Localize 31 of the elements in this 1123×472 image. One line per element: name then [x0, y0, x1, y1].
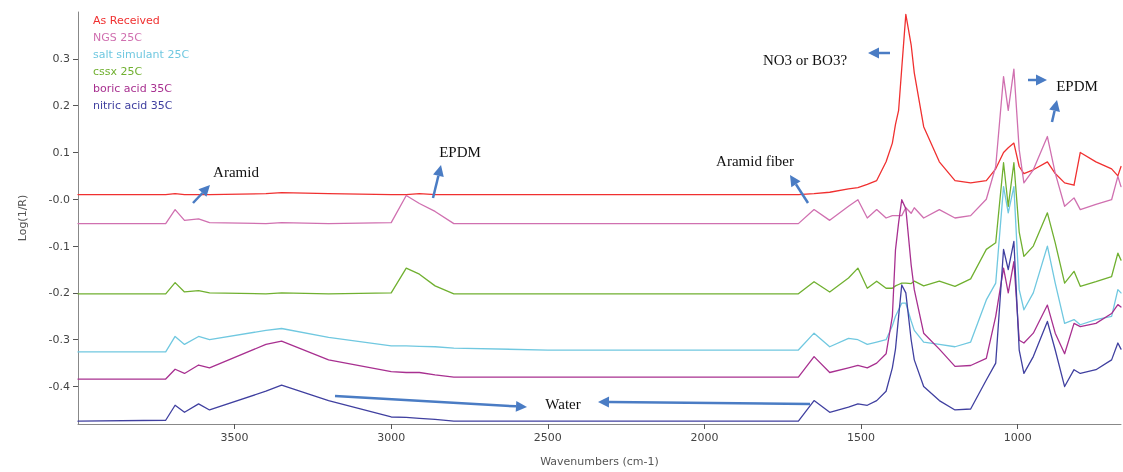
x-tick-label: 1500	[847, 431, 876, 444]
line-series	[77, 68, 1122, 225]
text: NGS 25C	[93, 31, 143, 44]
x-tick-label: 2500	[533, 431, 562, 444]
y-tick-label: -0.1	[48, 239, 70, 253]
annotation: Aramid fiber	[716, 153, 794, 169]
text: As Received	[93, 14, 160, 27]
y-axis-title: Log(1/R)	[16, 194, 29, 242]
annotation: EPDM	[439, 144, 481, 160]
annotation: Water	[545, 396, 581, 412]
y-tick-label: 0.3	[52, 52, 70, 66]
annotation: EPDM	[1056, 78, 1098, 94]
annotation: NO3 or BO3?	[762, 52, 848, 68]
y-tick-label: 0.2	[52, 99, 70, 113]
text: cssx 25C	[93, 65, 143, 78]
x-tick-label: 3000	[377, 431, 406, 444]
annotation: Aramid	[213, 164, 260, 180]
x-tick-label: 2000	[690, 431, 719, 444]
y-tick-label: 0.1	[52, 145, 70, 159]
y-tick-label: -0.2	[48, 286, 70, 300]
line-series	[77, 185, 1122, 353]
text: boric acid 35C	[93, 82, 173, 95]
y-tick-label: -0.3	[48, 333, 70, 347]
text: nitric acid 35C	[93, 99, 173, 112]
x-tick-label: 1000	[1003, 431, 1032, 444]
x-axis-title: Wavenumbers (cm-1)	[540, 455, 659, 468]
text: salt simulant 25C	[93, 48, 190, 61]
y-tick-label: -0.4	[48, 380, 70, 394]
y-tick-label: -0.0	[48, 192, 70, 206]
line-series	[77, 199, 1122, 380]
x-tick-label: 3500	[220, 431, 249, 444]
